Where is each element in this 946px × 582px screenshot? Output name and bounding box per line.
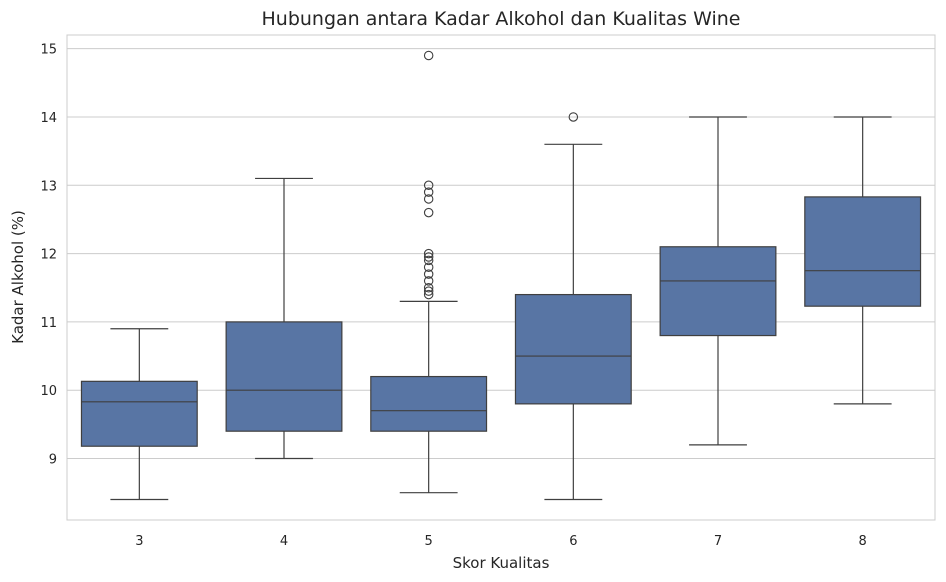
outlier-point: [423, 252, 434, 262]
box-group-4: [225, 177, 343, 460]
outlier-point: [423, 50, 434, 61]
y-tick-label: 9: [49, 453, 57, 468]
boxes: [80, 50, 922, 501]
y-tick-label: 10: [40, 384, 57, 399]
outlier-point: [423, 194, 434, 204]
outlier-point: [423, 248, 434, 259]
y-tick-label: 13: [40, 179, 57, 194]
box: [514, 293, 632, 405]
x-tick-label: 7: [714, 534, 722, 549]
ticks: 9 10 11 12 13 14 15 3 4 5 6 7 8: [40, 43, 866, 549]
y-tick-label: 12: [40, 248, 57, 263]
outlier-point: [423, 207, 434, 218]
box: [80, 380, 198, 447]
x-tick-label: 8: [859, 534, 867, 549]
chart-title: Hubungan antara Kadar Alkohol dan Kualit…: [261, 8, 740, 30]
y-tick-label: 15: [40, 43, 57, 58]
box: [804, 196, 922, 307]
outlier-point: [423, 282, 434, 293]
x-axis-label: Skor Kualitas: [453, 554, 550, 572]
box-group-8: [804, 116, 922, 405]
outlier-point: [423, 262, 434, 273]
box: [659, 246, 777, 337]
box: [370, 375, 488, 432]
box-group-5: [370, 50, 488, 494]
outlier-point: [423, 187, 434, 197]
outlier-point: [423, 276, 434, 286]
outlier-point: [423, 286, 434, 296]
grid: [67, 48, 935, 460]
x-tick-label: 3: [135, 534, 143, 549]
outlier-point: [568, 112, 579, 122]
box-group-3: [80, 328, 198, 501]
y-tick-label: 11: [40, 316, 57, 331]
outlier-point: [423, 289, 434, 300]
x-tick-label: 5: [425, 534, 433, 549]
box-group-6: [514, 112, 632, 501]
x-tick-label: 6: [569, 534, 577, 549]
outlier-point: [423, 269, 434, 279]
plot-frame: [66, 34, 936, 521]
outlier-point: [423, 255, 434, 266]
box-group-7: [659, 116, 777, 446]
y-tick-label: 14: [40, 111, 57, 126]
x-tick-label: 4: [280, 534, 288, 549]
outlier-point: [423, 180, 434, 191]
box: [225, 321, 343, 432]
y-axis-label: Kadar Alkohol (%): [9, 210, 27, 344]
